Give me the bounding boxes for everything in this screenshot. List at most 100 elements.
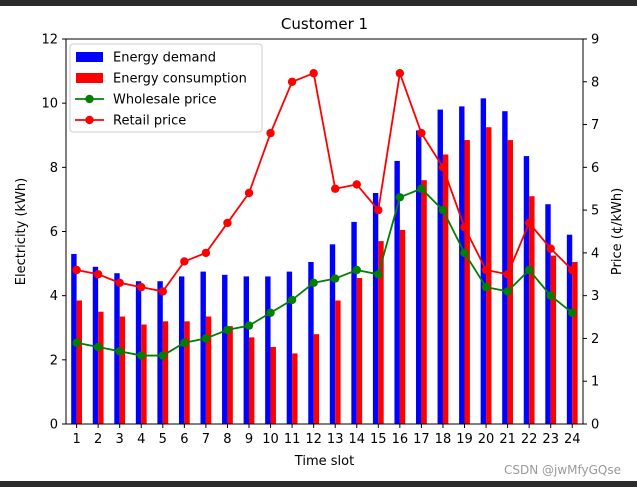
x-tick-label: 16	[392, 432, 409, 447]
wholesale-price-point	[524, 265, 534, 275]
energy-demand-bar	[437, 109, 443, 424]
wholesale-price-point	[158, 351, 167, 360]
y-right-tick-label: 2	[591, 332, 599, 347]
energy-consumption-bar	[292, 353, 298, 424]
x-tick-label: 9	[245, 432, 253, 447]
wholesale-price-point	[374, 270, 383, 279]
x-tick-label: 17	[413, 432, 430, 447]
energy-consumption-bar	[335, 300, 341, 424]
legend-label: Retail price	[113, 114, 186, 129]
legend-label: Wholesale price	[113, 93, 217, 108]
energy-consumption-bar	[486, 127, 492, 424]
x-tick-label: 5	[159, 432, 167, 447]
y-left-tick-label: 0	[50, 418, 58, 433]
wholesale-price-point	[460, 248, 469, 258]
retail-price-point	[309, 69, 318, 78]
x-tick-label: 18	[435, 432, 452, 447]
x-tick-label: 20	[478, 432, 495, 447]
wholesale-price-point	[244, 321, 254, 330]
wholesale-price-point	[93, 342, 103, 352]
x-tick-label: 19	[456, 432, 473, 447]
retail-price-point	[287, 77, 297, 86]
legend-swatch-marker	[85, 94, 94, 104]
retail-price-point	[244, 188, 254, 198]
wholesale-price-point	[503, 287, 512, 296]
y-axis-right: 0 1 2 3 4 5 6 7 8 9	[583, 33, 599, 433]
legend-item-wholesale-price: Wholesale price	[75, 93, 217, 108]
retail-price-point	[137, 282, 146, 292]
legend-swatch	[76, 73, 103, 83]
retail-price-point	[438, 163, 448, 172]
energy-demand-bar	[480, 98, 487, 424]
x-tick-label: 2	[94, 432, 102, 447]
y-right-tick-label: 4	[591, 246, 599, 261]
energy-consumption-bar	[550, 255, 557, 424]
y-left-tick-label: 6	[50, 225, 58, 240]
retail-price-point	[115, 278, 124, 288]
energy-demand-bar	[416, 130, 422, 424]
energy-consumption-bar	[529, 196, 535, 424]
legend-swatch	[76, 52, 103, 62]
y-right-tick-label: 0	[591, 418, 599, 433]
retail-price-point	[72, 265, 81, 275]
legend-label: Energy demand	[113, 51, 216, 66]
energy-demand-bar	[243, 276, 249, 424]
energy-consumption-bar	[378, 241, 384, 425]
retail-price-point	[503, 270, 512, 279]
wholesale-price-point	[266, 308, 275, 317]
wholesale-price-point	[180, 338, 189, 347]
x-tick-label: 23	[542, 432, 559, 447]
retail-price-point	[568, 265, 577, 275]
energy-demand-bar	[523, 156, 530, 424]
energy-demand-bar	[566, 234, 573, 424]
y-axis-left: 0 2 4 6 8 10 12	[41, 33, 66, 433]
energy-consumption-bar	[313, 334, 320, 424]
x-axis-label: Time slot	[294, 454, 354, 469]
retail-price-point	[266, 128, 275, 138]
energy-demand-bar	[178, 276, 185, 424]
energy-consumption-bar	[442, 154, 449, 424]
wholesale-price-point	[352, 265, 361, 275]
wholesale-price-point	[331, 274, 340, 283]
x-tick-label: 1	[72, 432, 80, 447]
wholesale-price-point	[72, 338, 81, 347]
x-tick-label: 8	[223, 432, 231, 447]
retail-price-point	[223, 218, 232, 228]
wholesale-price-point	[395, 193, 405, 202]
y-left-tick-label: 8	[50, 161, 58, 176]
x-tick-label: 14	[348, 432, 365, 447]
energy-consumption-bar	[421, 180, 427, 424]
energy-demand-bar	[459, 106, 465, 425]
energy-consumption-bar	[572, 261, 578, 424]
energy-consumption-bar	[356, 278, 363, 424]
retail-price-point	[481, 265, 491, 275]
energy-demand-bar	[286, 271, 293, 424]
y-axis-right-label: Price (¢/kWh)	[610, 188, 625, 275]
energy-consumption-bar	[205, 316, 212, 424]
wholesale-price-point	[417, 184, 426, 193]
energy-consumption-bar	[507, 140, 513, 424]
retail-price-point	[546, 244, 555, 253]
energy-consumption-bar	[399, 229, 406, 424]
y-left-tick-label: 10	[41, 97, 58, 112]
legend-label: Energy consumption	[113, 72, 247, 87]
energy-demand-bar	[329, 244, 336, 424]
legend-item-retail-price: Retail price	[75, 114, 186, 129]
legend-box	[69, 43, 263, 133]
energy-consumption-bar	[76, 300, 82, 424]
y-right-tick-label: 5	[591, 204, 599, 219]
y-left-tick-label: 4	[50, 289, 58, 304]
chart-title: Customer 1	[281, 15, 368, 33]
wholesale-price-point	[137, 351, 146, 360]
retail-price-point	[524, 218, 534, 228]
y-right-tick-label: 7	[591, 118, 599, 133]
energy-consumption-bar	[227, 326, 233, 424]
energy-consumption-bar	[249, 337, 255, 425]
bottom-border	[0, 481, 637, 487]
energy-demand-bar	[265, 276, 271, 424]
bars-layer	[71, 98, 578, 425]
y-right-tick-label: 3	[591, 289, 599, 304]
retail-price-point	[93, 270, 103, 279]
wholesale-price-point	[546, 291, 555, 300]
legend: Energy demand Energy consumption Wholesale…	[69, 43, 263, 133]
